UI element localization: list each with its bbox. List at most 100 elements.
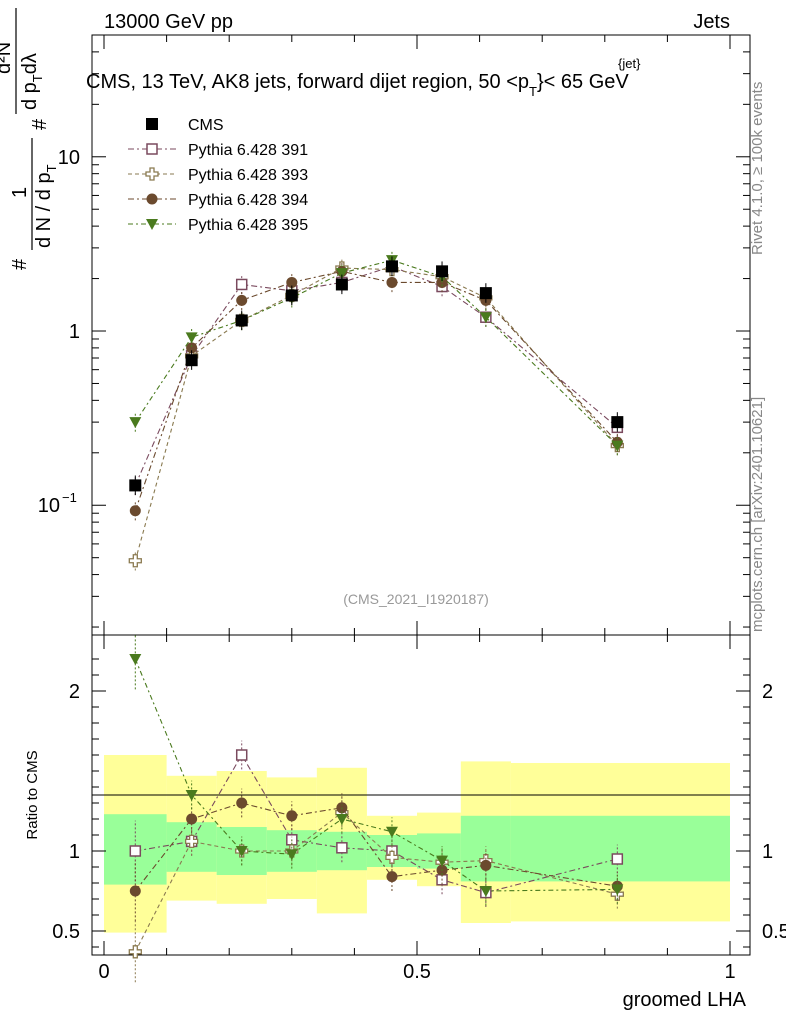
legend: CMS Pythia 6.428 391 Pythia 6.428 393 Pythi… bbox=[128, 117, 308, 234]
y-label-den2: d p bbox=[19, 82, 41, 110]
data-point-mc bbox=[286, 276, 298, 288]
x-tick-label: 1 bbox=[724, 961, 735, 983]
y-label-one: 1 bbox=[9, 187, 31, 198]
data-point-cms bbox=[479, 287, 492, 300]
legend-label: Pythia 6.428 395 bbox=[188, 217, 308, 234]
legend-label: Pythia 6.428 394 bbox=[188, 192, 308, 209]
data-point-cms bbox=[436, 265, 449, 278]
y-tick-label: 1 bbox=[69, 321, 80, 343]
ratio-point bbox=[236, 797, 248, 809]
ratio-point bbox=[386, 871, 398, 883]
chart-title: CMS, 13 TeV, AK8 jets, forward dijet reg… bbox=[86, 71, 629, 99]
series-line bbox=[134, 259, 618, 446]
y-label-den2-sub: T bbox=[30, 74, 45, 82]
data-point-mc bbox=[129, 505, 141, 517]
y-label-hash2: # bbox=[29, 118, 51, 130]
mcplots-text: mcplots.cern.ch [arXiv:2401.10621] bbox=[749, 397, 766, 632]
ratio-point bbox=[286, 810, 298, 822]
data-point-mc bbox=[236, 294, 248, 306]
data-point-mc bbox=[479, 312, 492, 324]
ratio-point bbox=[235, 749, 248, 761]
series-line bbox=[134, 265, 618, 486]
main-series-group bbox=[128, 250, 624, 571]
data-point-mc bbox=[386, 276, 398, 288]
y-label-den: d N / d p bbox=[33, 172, 55, 248]
series-line bbox=[134, 270, 618, 511]
y-tick-label: 10 bbox=[58, 147, 80, 169]
data-point-mc bbox=[128, 554, 142, 568]
y-label-hash: # bbox=[9, 258, 31, 270]
chart-title-end: }< 65 GeV bbox=[537, 71, 629, 93]
ratio-line bbox=[135, 753, 618, 894]
ratio-point bbox=[285, 849, 298, 861]
legend-marker bbox=[146, 219, 158, 230]
legend-marker bbox=[145, 167, 159, 181]
y-tick-exponent: −1 bbox=[62, 490, 77, 505]
y-label-den2-end: dλ bbox=[19, 53, 41, 74]
analysis-watermark: (CMS_2021_I1920187) bbox=[343, 591, 489, 607]
legend-marker bbox=[146, 193, 158, 205]
ratio-point bbox=[185, 790, 198, 801]
svg-text:d pTdλ: d pTdλ bbox=[19, 53, 45, 110]
ratio-point bbox=[436, 855, 449, 867]
ratio-point bbox=[335, 814, 348, 825]
svg-text:d N / d pT: d N / d pT bbox=[33, 164, 59, 248]
ratio-y-tick-label: 1 bbox=[69, 841, 80, 863]
data-point-mc bbox=[129, 417, 142, 429]
data-point-mc bbox=[611, 440, 624, 452]
data-point-mc bbox=[186, 342, 198, 354]
x-axis-label: groomed LHA bbox=[623, 989, 747, 1011]
data-point-cms bbox=[335, 278, 348, 291]
ratio-series-group bbox=[128, 635, 624, 983]
ratio-point bbox=[480, 859, 492, 871]
legend-label: CMS bbox=[188, 117, 224, 134]
jets-label: Jets bbox=[693, 11, 730, 33]
x-tick-label: 0.5 bbox=[403, 961, 431, 983]
ratio-point bbox=[611, 884, 624, 896]
chart-title-main: CMS, 13 TeV, AK8 jets, forward dijet reg… bbox=[86, 71, 529, 93]
ratio-point bbox=[385, 826, 398, 838]
ratio-y-tick-label-right: 2 bbox=[762, 681, 773, 703]
ratio-y-tick-label-right: 0.5 bbox=[762, 921, 786, 943]
y-label-den-sub: T bbox=[44, 164, 59, 172]
main-y-axis-label: # 1 d N / d pT # d²N d pTdλ bbox=[0, 8, 59, 270]
ratio-point bbox=[129, 654, 142, 665]
chart-title-sub: T bbox=[529, 84, 537, 99]
legend-label: Pythia 6.428 393 bbox=[188, 167, 308, 184]
ratio-point bbox=[129, 885, 141, 897]
ratio-point bbox=[336, 842, 348, 854]
ratio-point bbox=[129, 845, 142, 857]
data-point-cms bbox=[129, 479, 142, 492]
ratio-point bbox=[128, 945, 142, 959]
series-line bbox=[134, 267, 618, 561]
ratio-y-tick-label: 2 bbox=[69, 681, 80, 703]
chart-title-sup: {jet} bbox=[618, 56, 641, 71]
y-tick-label: 10 bbox=[38, 495, 60, 517]
ratio-point bbox=[479, 886, 492, 897]
data-point-mc bbox=[235, 278, 248, 291]
legend-marker bbox=[146, 143, 158, 155]
energy-label: 13000 GeV pp bbox=[104, 11, 233, 33]
data-point-cms bbox=[285, 289, 298, 302]
ratio-point bbox=[235, 846, 248, 857]
data-point-cms bbox=[611, 416, 624, 429]
legend-label: Pythia 6.428 391 bbox=[188, 142, 308, 159]
rivet-version-text: Rivet 4.1.0, ≥ 100k events bbox=[749, 82, 766, 255]
band-inner-bin bbox=[510, 815, 730, 882]
ratio-y-tick-label-right: 1 bbox=[762, 841, 773, 863]
data-point-mc bbox=[335, 268, 348, 280]
axis-ticks bbox=[92, 34, 750, 955]
data-point-cms bbox=[385, 260, 398, 273]
ratio-y-axis-label: Ratio to CMS bbox=[24, 750, 41, 839]
legend-marker bbox=[146, 118, 158, 130]
x-tick-label: 0 bbox=[98, 961, 109, 983]
y-label-num2: d²N bbox=[0, 42, 15, 74]
ratio-point bbox=[611, 853, 624, 865]
data-point-cms bbox=[185, 354, 198, 367]
ratio-y-tick-label: 0.5 bbox=[52, 921, 80, 943]
ratio-point bbox=[186, 813, 198, 825]
ratio-point bbox=[385, 850, 399, 865]
data-point-mc bbox=[185, 332, 198, 344]
